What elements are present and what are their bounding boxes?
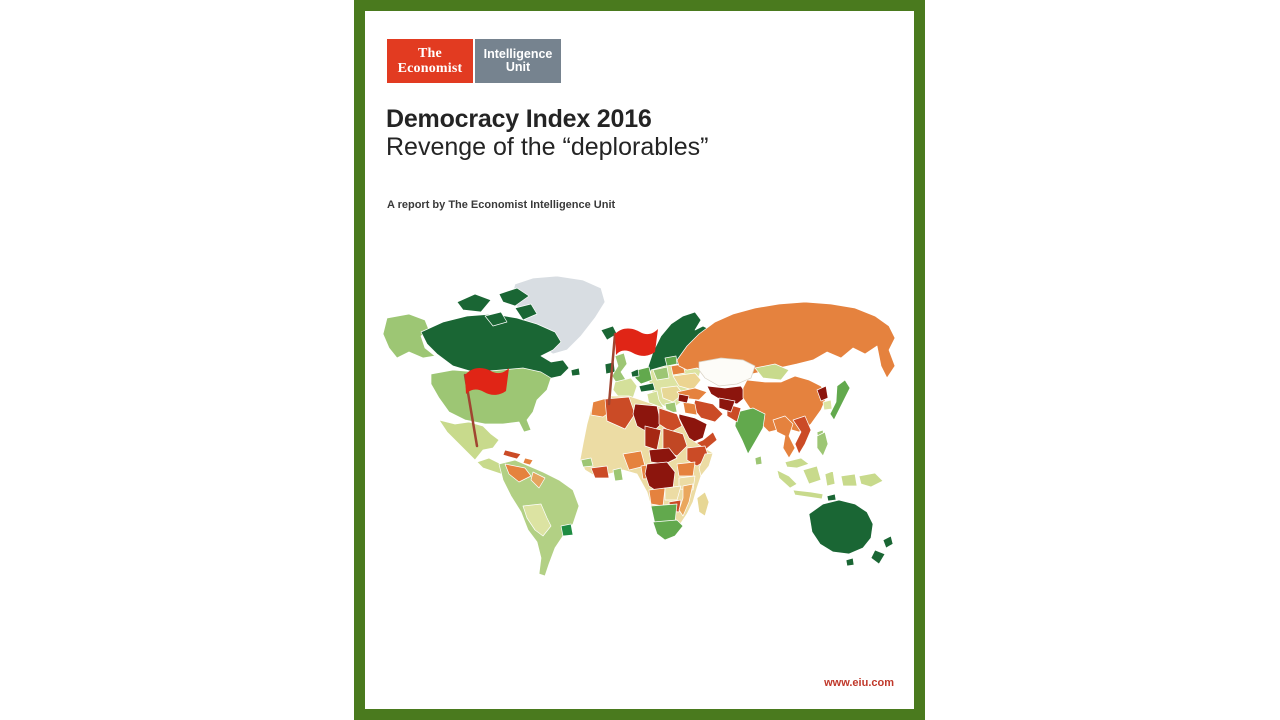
region-zambia — [664, 485, 682, 501]
report-byline: A report by The Economist Intelligence U… — [387, 199, 616, 211]
region-malaysia — [784, 457, 810, 469]
region-north-korea — [816, 385, 829, 402]
region-canada — [420, 313, 570, 381]
region-balkans — [660, 385, 684, 403]
region-angola — [648, 487, 666, 507]
region-uruguay — [560, 523, 574, 537]
region-poland — [652, 366, 670, 381]
world-map — [382, 275, 896, 577]
report-title: Democracy Index 2016 — [386, 105, 652, 133]
world-map-container — [365, 274, 912, 596]
region-iran — [692, 399, 724, 423]
region-cuba — [502, 449, 522, 460]
region-madagascar — [696, 491, 710, 517]
region-iraq — [682, 401, 698, 416]
uk-flag-pole — [607, 332, 617, 406]
uk-flag — [615, 328, 658, 356]
region-south-korea — [822, 399, 833, 411]
intelligence-unit-line1: Intelligence — [483, 46, 553, 61]
region-kenya-uganda — [676, 461, 696, 477]
region-ghana — [612, 467, 624, 482]
region-canada-islands — [456, 287, 581, 377]
region-timor — [826, 493, 837, 502]
region-kazakhstan — [698, 357, 756, 387]
region-papua-new-guinea — [858, 472, 884, 488]
us-flag — [465, 368, 509, 395]
region-algeria — [604, 396, 636, 430]
region-vietnam-laos — [792, 415, 812, 455]
region-alpine — [638, 382, 656, 393]
region-venezuela — [504, 463, 532, 483]
region-west-africa-green — [580, 457, 594, 468]
region-car-south-sudan — [648, 447, 678, 465]
report-cover-page: The Economist Intelligence Unit Democrac… — [354, 0, 925, 720]
region-syria — [677, 393, 690, 404]
region-afghanistan — [718, 397, 736, 413]
region-guinea — [590, 465, 610, 479]
region-mozambique — [678, 483, 694, 517]
region-mongolia — [754, 363, 790, 381]
eiu-logo: The Economist Intelligence Unit — [387, 39, 561, 83]
region-benelux — [630, 368, 640, 378]
intelligence-unit-logo: Intelligence Unit — [475, 39, 561, 83]
region-central-asia — [706, 385, 748, 405]
region-australia — [808, 499, 874, 555]
economist-logo-line2: Economist — [397, 61, 463, 76]
region-india — [734, 407, 766, 455]
region-bolivia-paraguay — [522, 503, 552, 537]
region-philippines — [816, 431, 829, 457]
region-tasmania — [845, 557, 855, 567]
uk-flag-annotation — [607, 328, 658, 406]
us-flag-annotation — [463, 368, 509, 448]
region-baltics — [664, 355, 678, 367]
region-south-africa — [652, 519, 684, 541]
website-url: www.eiu.com — [824, 677, 894, 689]
region-new-zealand — [870, 535, 894, 565]
region-somalia — [698, 452, 714, 477]
region-guyanas — [530, 471, 546, 489]
region-mexico — [438, 419, 500, 461]
economist-logo-line1: The — [418, 45, 442, 61]
region-alaska — [382, 313, 436, 359]
intelligence-unit-line2: Unit — [505, 60, 531, 74]
region-japan — [829, 379, 851, 421]
region-ukraine — [672, 372, 702, 391]
region-indonesia — [776, 465, 858, 500]
region-hispaniola — [522, 457, 534, 466]
headline-block: Democracy Index 2016 Revenge of the “dep… — [386, 105, 708, 161]
region-sri-lanka — [754, 455, 763, 466]
economist-logo: The Economist — [387, 39, 473, 83]
region-myanmar-thailand — [772, 415, 796, 459]
region-egypt — [658, 407, 683, 433]
page-content: The Economist Intelligence Unit Democrac… — [365, 11, 914, 709]
report-subtitle: Revenge of the “deplorables” — [386, 133, 709, 161]
